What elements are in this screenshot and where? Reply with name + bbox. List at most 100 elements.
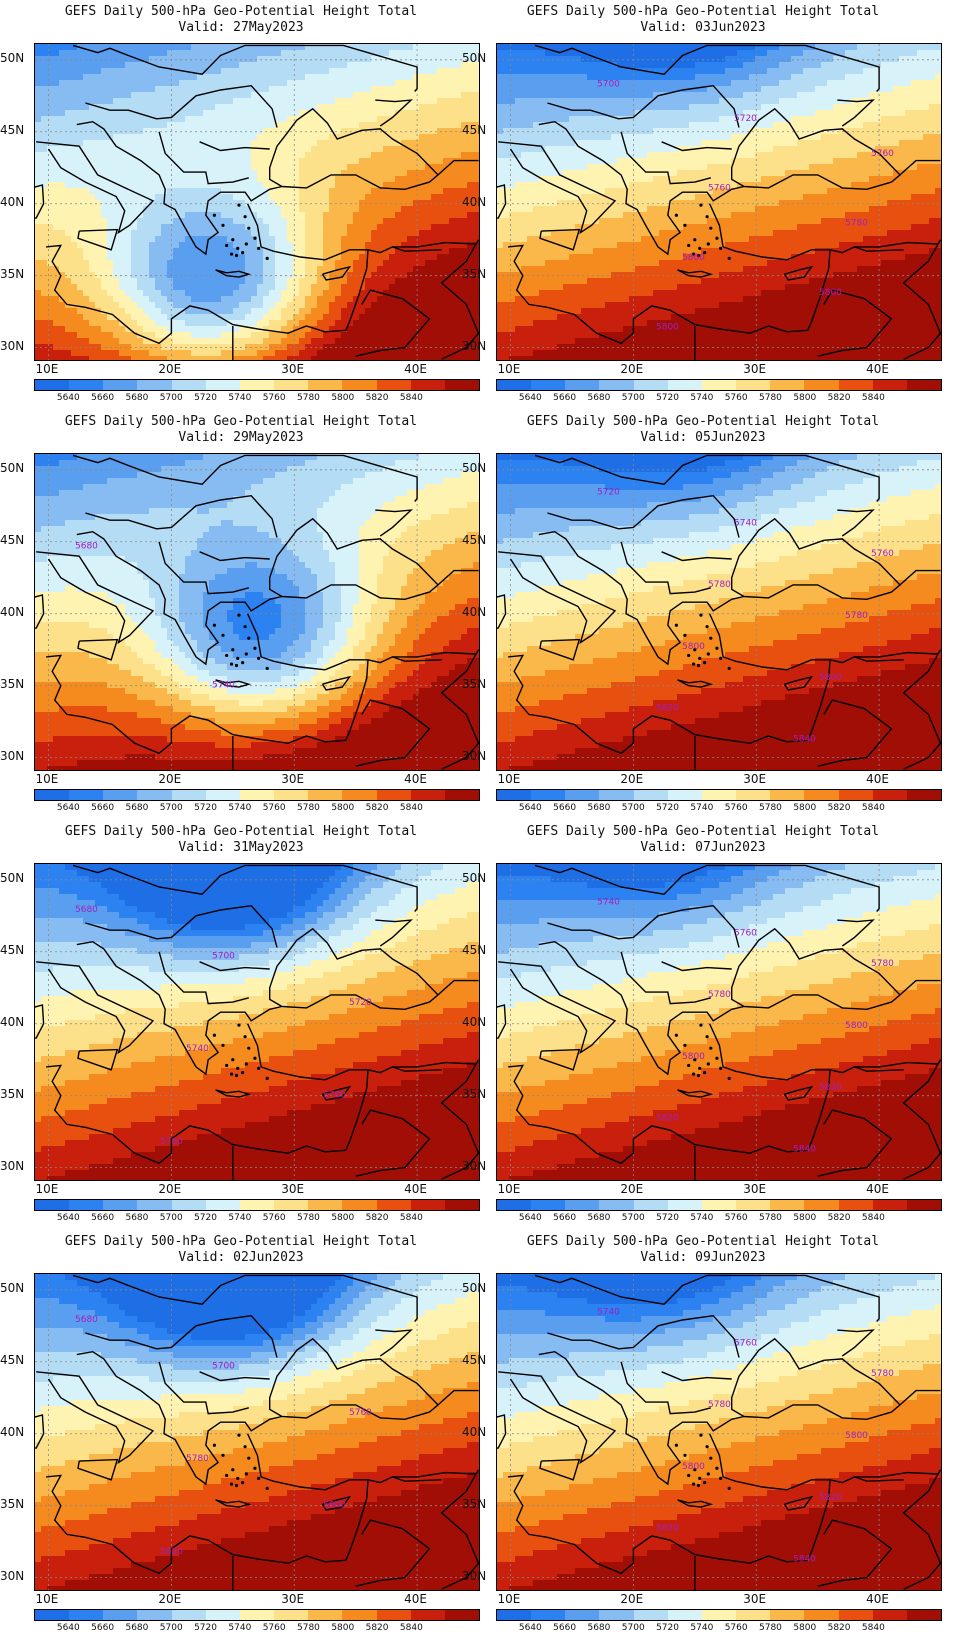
coastline <box>508 244 808 345</box>
colorbar-segment <box>308 1610 343 1620</box>
coastline <box>620 951 711 1005</box>
map-area: 5680 5700 5760 5780 5800 5820 <box>34 1273 480 1591</box>
coastline <box>246 613 369 741</box>
colorbar-segment <box>531 380 566 390</box>
colorbar-segment <box>35 1610 70 1620</box>
island <box>231 648 235 652</box>
colorbar-label: 5680 <box>587 803 610 813</box>
panel-title: GEFS Daily 500-hPa Geo-Potential Height … <box>0 4 482 20</box>
colorbar-label: 5640 <box>519 1213 542 1223</box>
colorbar-label: 5760 <box>263 1213 286 1223</box>
island <box>241 251 245 255</box>
coastline <box>46 1474 346 1575</box>
lat-tick-label: 35N <box>462 1497 486 1511</box>
colorbar-label: 5840 <box>400 1623 423 1633</box>
lat-tick-label: 50N <box>462 51 486 65</box>
panel-valid-date: Valid: 07Jun2023 <box>462 840 944 856</box>
colorbar-segment <box>342 790 377 800</box>
coastline <box>321 1085 352 1101</box>
map-area: 5740 5760 5780 5780 5800 5800 5820 5820 5840 <box>496 863 942 1181</box>
island <box>693 1058 697 1062</box>
island <box>247 1456 251 1460</box>
colorbar-label: 5800 <box>793 803 816 813</box>
island <box>243 1445 247 1449</box>
map-area: 5680 5740 <box>34 453 480 771</box>
contour-label: 5780 <box>871 1369 894 1379</box>
island <box>699 1023 703 1027</box>
lat-tick-label: 45N <box>462 943 486 957</box>
coastline <box>35 1414 45 1449</box>
contour-label: 5680 <box>75 542 98 552</box>
coastline <box>661 961 732 972</box>
island <box>698 1476 702 1480</box>
lon-tick-label: 10E <box>36 362 59 376</box>
lon-tick-label: 30E <box>743 1182 766 1196</box>
contour-label: 5780 <box>845 218 868 228</box>
colorbar-segment <box>906 1200 942 1210</box>
coastline <box>899 569 941 586</box>
island <box>719 656 723 660</box>
island <box>687 243 691 248</box>
colorbar-segment <box>410 790 445 800</box>
panel-valid-date: Valid: 05Jun2023 <box>462 430 944 446</box>
coastline <box>534 864 880 912</box>
coastline <box>538 1350 745 1486</box>
panel-title: GEFS Daily 500-hPa Geo-Potential Height … <box>462 4 944 20</box>
colorbar-segment <box>497 1610 532 1620</box>
colorbar-segment <box>701 790 737 800</box>
lat-tick-label: 30N <box>0 1159 24 1173</box>
colorbar-label: 5700 <box>160 393 183 403</box>
colorbar-label: 5740 <box>228 1623 251 1633</box>
lon-tick-label: 40E <box>404 1182 427 1196</box>
coastline <box>437 569 479 586</box>
coastline <box>76 940 283 1076</box>
colorbar-label: 5800 <box>793 393 816 403</box>
coastline <box>375 919 413 947</box>
island <box>709 226 713 230</box>
coastline <box>46 1064 346 1165</box>
coastline <box>158 131 249 185</box>
colorbar-segment <box>205 790 240 800</box>
contour-label: 5760 <box>734 1338 757 1348</box>
lon-tick-label: 30E <box>281 1182 304 1196</box>
panel-title: GEFS Daily 500-hPa Geo-Potential Height … <box>462 1234 944 1250</box>
colorbar-label: 5660 <box>553 1213 576 1223</box>
colorbar-segment <box>308 380 343 390</box>
coastline <box>246 203 369 331</box>
panel-valid-date: Valid: 27May2023 <box>0 20 482 36</box>
island <box>691 1482 696 1486</box>
colorbar-label: 5740 <box>690 393 713 403</box>
colorbar-label: 5840 <box>862 1213 885 1223</box>
island <box>231 1058 235 1062</box>
colorbar-segment <box>376 380 411 390</box>
coastline <box>76 1350 283 1486</box>
colorbar-segment <box>599 1610 634 1620</box>
colorbar-label: 5760 <box>263 1623 286 1633</box>
lon-tick-label: 10E <box>498 772 521 786</box>
island <box>687 1473 691 1478</box>
coastline <box>829 246 904 254</box>
coastline <box>355 1519 431 1587</box>
island <box>241 1071 245 1075</box>
coastline <box>661 141 732 152</box>
map-panel-valid07jun2023: GEFS Daily 500-hPa Geo-Potential Height … <box>462 820 944 1230</box>
colorbar-segment <box>35 380 70 390</box>
colorbar-label: 5820 <box>828 393 851 403</box>
island <box>703 1071 707 1075</box>
colorbar-label: 5760 <box>725 803 748 813</box>
island <box>241 661 245 665</box>
map-area: 5720 5740 5760 5780 5780 5800 5800 5820 5840 <box>496 453 942 771</box>
colorbar-label: 5640 <box>57 1213 80 1223</box>
colorbar-segment <box>565 1610 600 1620</box>
colorbar-segment <box>599 1200 634 1210</box>
coastline <box>534 44 880 92</box>
island <box>703 251 707 255</box>
coastline <box>158 1361 249 1415</box>
coastline <box>246 1023 369 1151</box>
colorbar-segment <box>137 790 172 800</box>
coastline <box>440 649 479 770</box>
coastline <box>547 904 740 948</box>
colorbar-segment <box>906 790 942 800</box>
colorbar-segment <box>736 1200 771 1210</box>
colorbar-segment <box>308 1200 343 1210</box>
